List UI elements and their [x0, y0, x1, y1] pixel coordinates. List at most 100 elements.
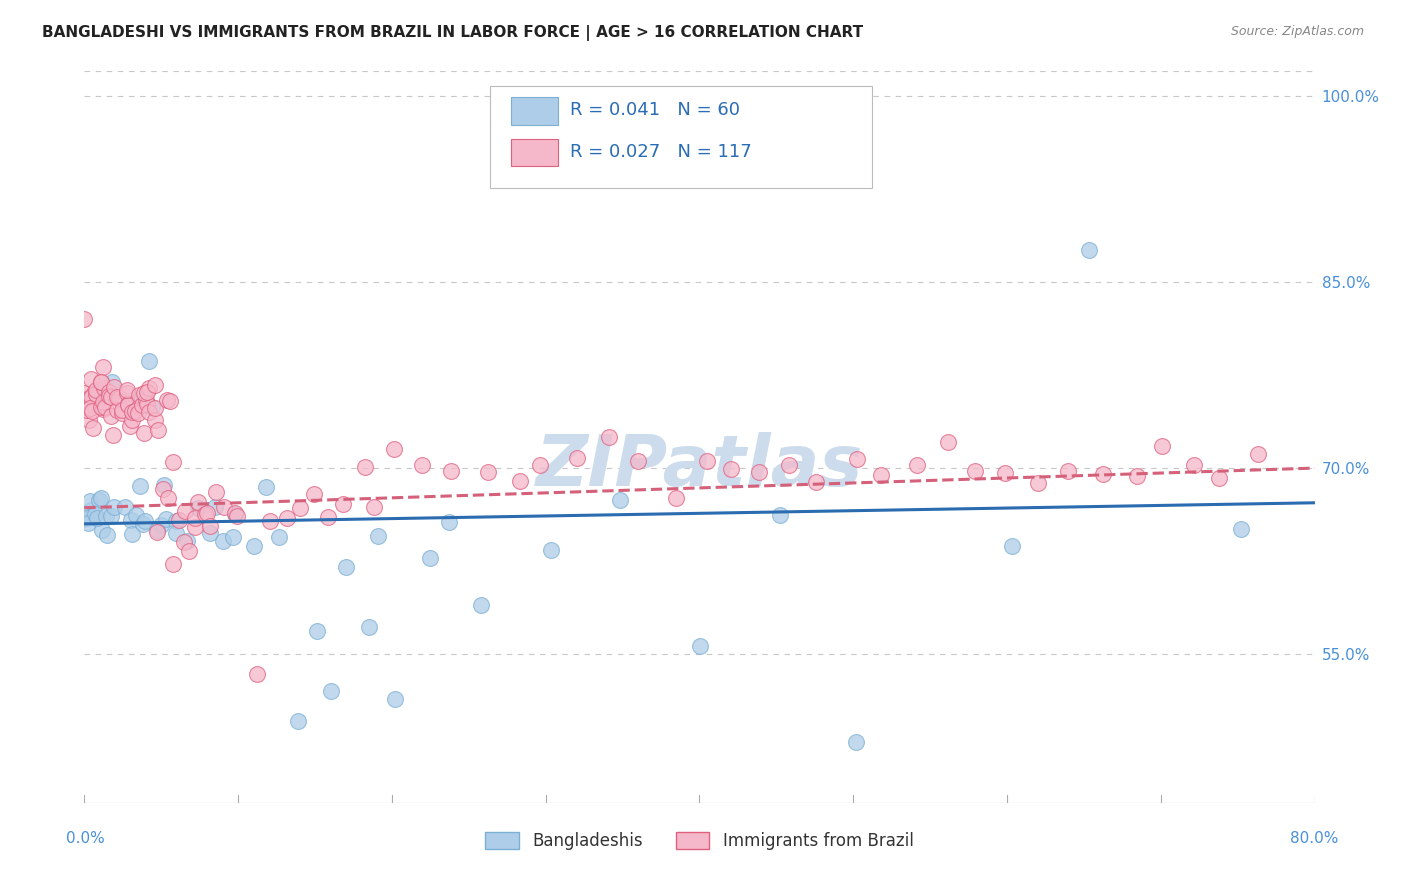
- Point: [155, 511, 177, 525]
- Point: [96, 527, 118, 541]
- Point: [1001, 539, 1024, 553]
- Point: [91, 360, 114, 375]
- Point: [419, 551, 441, 566]
- Point: [117, 397, 139, 411]
- Point: [83, 385, 105, 400]
- Point: [132, 517, 155, 532]
- Point: [135, 385, 157, 400]
- Point: [384, 692, 406, 706]
- Point: [332, 498, 354, 512]
- Point: [806, 475, 828, 490]
- Point: [114, 500, 136, 514]
- Text: 0.0%: 0.0%: [66, 831, 105, 846]
- Point: [224, 507, 246, 521]
- Point: [100, 390, 122, 404]
- Point: [162, 455, 184, 469]
- Point: [1091, 467, 1114, 481]
- Point: [141, 400, 163, 414]
- Point: [80, 396, 103, 410]
- Point: [748, 465, 770, 479]
- Point: [1056, 464, 1078, 478]
- Point: [226, 509, 249, 524]
- Point: [143, 413, 166, 427]
- Point: [101, 428, 124, 442]
- Text: R = 0.027   N = 117: R = 0.027 N = 117: [571, 143, 752, 161]
- Point: [80, 404, 103, 418]
- Point: [221, 530, 243, 544]
- Point: [165, 525, 187, 540]
- Point: [305, 624, 328, 638]
- Point: [80, 390, 103, 404]
- Point: [187, 494, 209, 508]
- Point: [121, 526, 143, 541]
- Text: BANGLADESHI VS IMMIGRANTS FROM BRAZIL IN LABOR FORCE | AGE > 16 CORRELATION CHAR: BANGLADESHI VS IMMIGRANTS FROM BRAZIL IN…: [42, 25, 863, 41]
- Point: [509, 475, 531, 489]
- Text: R = 0.041   N = 60: R = 0.041 N = 60: [571, 101, 741, 120]
- Point: [73, 311, 96, 326]
- Point: [363, 500, 385, 515]
- Point: [80, 372, 103, 386]
- Point: [167, 513, 190, 527]
- Point: [79, 494, 101, 508]
- Point: [138, 354, 160, 368]
- Point: [304, 487, 326, 501]
- Point: [91, 395, 114, 409]
- Point: [125, 508, 148, 523]
- Point: [224, 507, 246, 521]
- Point: [117, 398, 139, 412]
- Point: [79, 401, 101, 416]
- Point: [111, 402, 134, 417]
- Point: [194, 508, 217, 522]
- Point: [184, 511, 207, 525]
- Point: [100, 409, 122, 423]
- Point: [131, 398, 153, 412]
- Point: [157, 491, 180, 506]
- FancyBboxPatch shape: [512, 97, 558, 125]
- Point: [695, 454, 717, 468]
- Point: [124, 404, 146, 418]
- Text: ZIPatlas: ZIPatlas: [536, 432, 863, 500]
- Point: [155, 392, 177, 407]
- Point: [440, 464, 463, 478]
- Point: [470, 598, 492, 612]
- Point: [121, 405, 143, 419]
- Point: [212, 500, 235, 514]
- Point: [129, 479, 152, 493]
- FancyBboxPatch shape: [512, 138, 558, 167]
- Point: [276, 511, 298, 525]
- Point: [75, 511, 97, 525]
- Point: [134, 514, 156, 528]
- Point: [246, 666, 269, 681]
- Point: [103, 500, 125, 515]
- Point: [115, 383, 138, 397]
- Point: [204, 500, 226, 515]
- Point: [82, 421, 104, 435]
- Point: [135, 392, 157, 407]
- Point: [609, 493, 631, 508]
- Point: [84, 383, 107, 397]
- Point: [357, 620, 380, 634]
- Point: [134, 425, 156, 440]
- Point: [94, 508, 117, 523]
- Point: [198, 518, 221, 533]
- Point: [103, 380, 125, 394]
- Point: [72, 512, 94, 526]
- Point: [905, 458, 928, 473]
- Point: [80, 390, 103, 404]
- Point: [994, 466, 1017, 480]
- Point: [128, 388, 150, 402]
- Point: [353, 460, 375, 475]
- Point: [138, 405, 160, 419]
- Point: [148, 424, 170, 438]
- Point: [162, 558, 184, 572]
- Point: [1150, 439, 1173, 453]
- Point: [79, 503, 101, 517]
- Point: [187, 501, 209, 516]
- Point: [1247, 447, 1270, 461]
- Point: [267, 530, 290, 544]
- Point: [127, 406, 149, 420]
- Point: [146, 523, 169, 537]
- Point: [90, 375, 112, 389]
- Text: 80.0%: 80.0%: [1291, 831, 1339, 846]
- Point: [321, 684, 343, 698]
